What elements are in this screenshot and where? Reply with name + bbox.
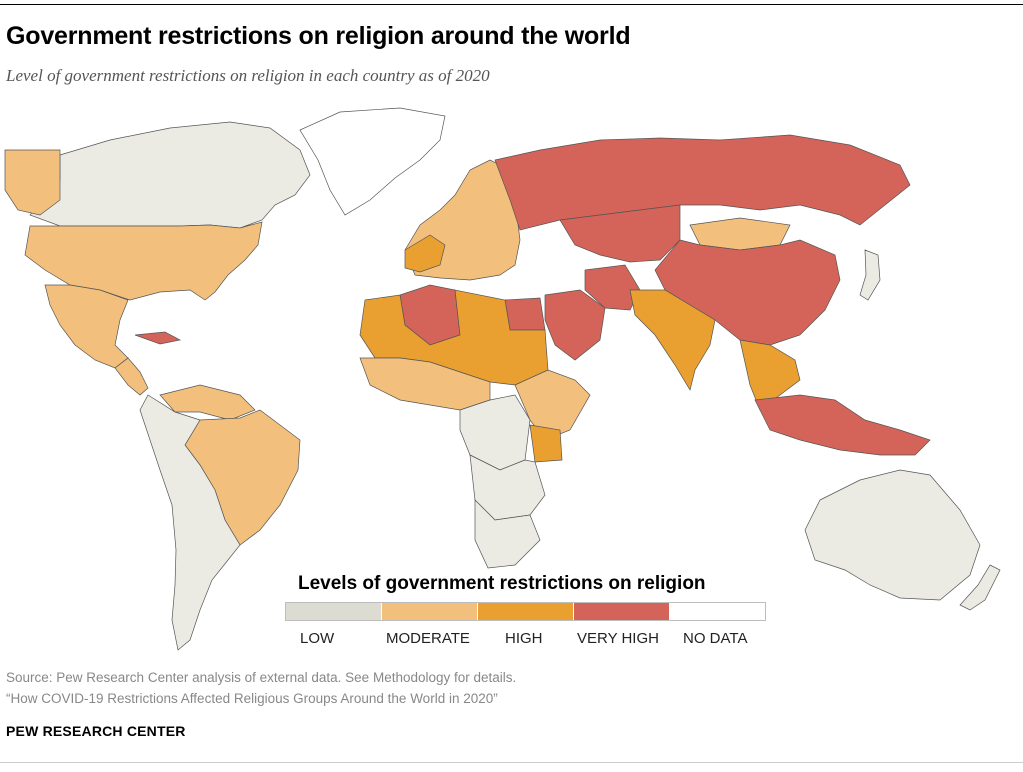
source-note: Source: Pew Research Center analysis of … [6, 670, 517, 685]
map-alaska [4, 149, 61, 216]
map-greenland [299, 107, 446, 216]
page-title: Government restrictions on religion arou… [6, 22, 631, 50]
map-cuba [134, 331, 182, 345]
map-central-asia [559, 204, 681, 263]
map-india [629, 289, 716, 391]
map-central-america [114, 357, 149, 396]
legend-swatch-high [478, 603, 574, 620]
legend-swatch-moderate [382, 603, 478, 620]
legend-label-no-data: NO DATA [683, 630, 748, 647]
map-southeast-asia [739, 339, 801, 411]
legend-label-high: HIGH [505, 630, 543, 647]
map-new-zealand [959, 564, 1001, 611]
map-east-africa [514, 369, 591, 441]
legend-bar [285, 602, 766, 621]
map-south-america [139, 394, 241, 651]
map-western-europe [404, 234, 446, 273]
bottom-rule [0, 762, 1023, 763]
legend-swatch-very-high [574, 603, 670, 620]
map-saudi-arabia [544, 289, 606, 361]
map-japan [859, 249, 881, 301]
legend-title: Levels of government restrictions on rel… [298, 573, 706, 594]
map-australia [804, 469, 981, 601]
brand-logo-text: PEW RESEARCH CENTER [6, 723, 186, 739]
legend-swatch-no-data [670, 603, 765, 620]
map-canada [29, 121, 311, 229]
map-tanzania [529, 424, 563, 463]
legend-swatch-low [286, 603, 382, 620]
map-russia [494, 134, 911, 231]
report-title-note: “How COVID-19 Restrictions Affected Reli… [6, 691, 498, 706]
map-mexico [44, 284, 129, 369]
map-mongolia [689, 217, 791, 251]
map-iran [584, 264, 641, 311]
legend-label-low: LOW [300, 630, 335, 647]
map-indonesia [754, 394, 931, 456]
world-map [4, 107, 1001, 651]
legend-label-moderate: MODERATE [386, 630, 470, 647]
legend-label-very-high: VERY HIGH [577, 630, 659, 647]
page-subtitle: Level of government restrictions on reli… [6, 66, 490, 85]
top-rule [0, 4, 1023, 5]
map-egypt [504, 297, 546, 331]
map-south-africa [474, 499, 541, 569]
map-venezuela [159, 384, 256, 421]
